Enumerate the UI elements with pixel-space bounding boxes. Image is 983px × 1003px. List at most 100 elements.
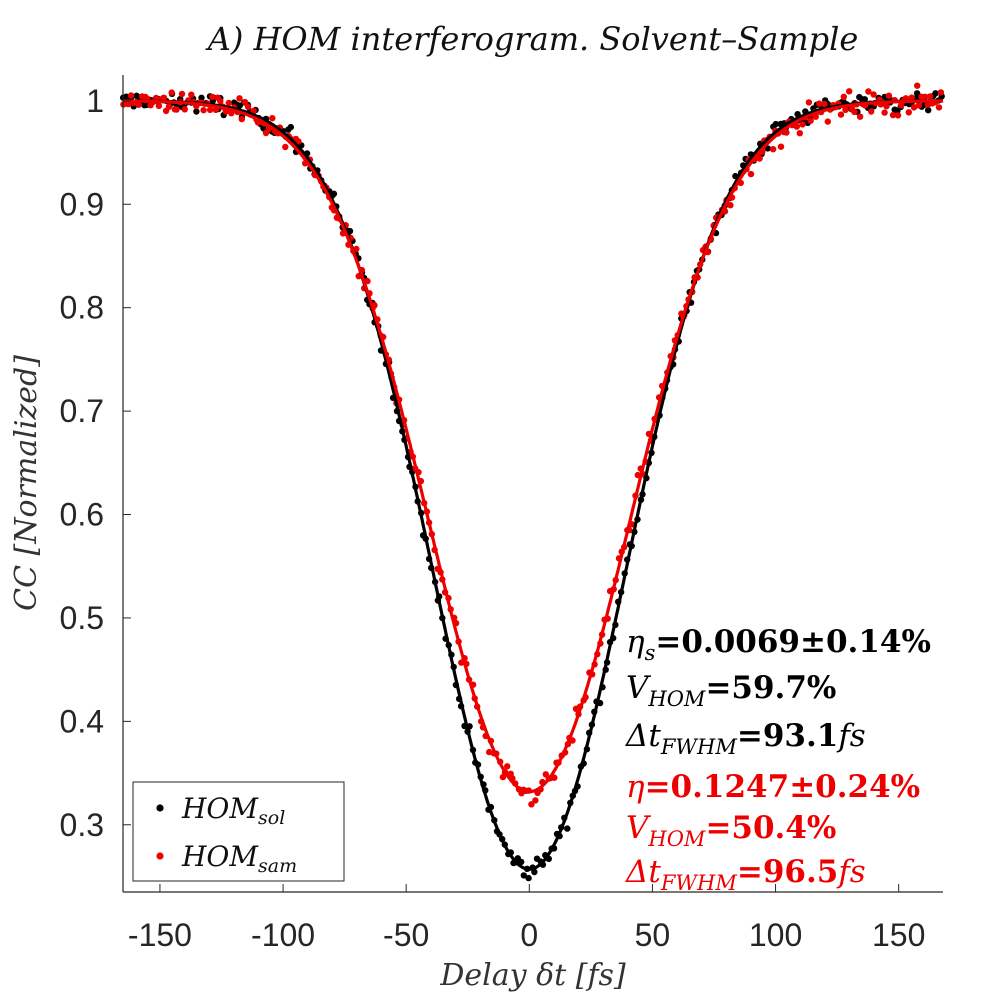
data-point — [133, 92, 140, 100]
legend-label: HOMsol — [181, 792, 285, 829]
data-point — [127, 92, 135, 99]
annotation-subscript: FWHM — [660, 735, 737, 759]
data-point — [851, 108, 858, 116]
legend-label-main: HOM — [181, 792, 259, 825]
data-point — [135, 101, 142, 108]
data-point — [883, 103, 890, 110]
data-point — [868, 108, 875, 115]
annotation-symbol: Δt — [625, 854, 661, 890]
data-point — [756, 155, 763, 162]
data-point — [188, 91, 195, 98]
data-point — [287, 123, 294, 131]
data-marks — [120, 82, 945, 882]
y-tick-label: 0.5 — [60, 600, 104, 636]
annotation-symbol: Δt — [625, 718, 661, 754]
x-tick-label: 50 — [635, 917, 671, 953]
x-tick-label: 0 — [520, 917, 538, 953]
x-axis-ticks: -150 -100 -50 0 50 100 150 — [128, 884, 925, 953]
data-point — [525, 874, 532, 882]
data-point — [821, 100, 828, 108]
y-axis-ticks: 0.3 0.4 0.5 0.6 0.7 0.8 0.9 1 — [60, 83, 131, 843]
data-point — [198, 94, 205, 102]
data-point — [168, 89, 175, 96]
data-point — [532, 797, 539, 804]
data-point — [747, 170, 755, 178]
annotation-value: =96.5 — [737, 854, 838, 890]
data-point — [908, 94, 915, 101]
x-tick-label: 100 — [749, 917, 802, 953]
y-tick-label: 0.7 — [60, 393, 104, 429]
fit-annotations: ηs=0.0069±0.14%VHOM=59.7%ΔtFWHM=93.1fsη=… — [625, 624, 931, 895]
data-point — [777, 143, 785, 150]
data-point — [885, 92, 893, 99]
data-point — [922, 93, 929, 101]
x-tick-label: -100 — [251, 917, 315, 953]
axes-lines — [122, 75, 943, 893]
annotation-line: VHOM=59.7% — [626, 670, 836, 711]
annotation-value: =0.1247±0.24% — [645, 769, 921, 805]
fit-line-HOM_sol — [123, 99, 944, 871]
y-tick-label: 0.4 — [60, 703, 104, 739]
data-point — [152, 94, 160, 102]
data-point — [178, 90, 186, 98]
y-tick-label: 0.9 — [60, 186, 104, 222]
data-point — [769, 146, 777, 153]
data-point — [209, 93, 216, 101]
data-point — [241, 98, 249, 106]
data-point — [914, 82, 921, 89]
data-point — [856, 113, 864, 120]
x-tick-label: -150 — [128, 917, 192, 953]
data-point — [897, 102, 905, 109]
annotation-unit: fs — [836, 718, 865, 754]
legend-marker — [156, 852, 164, 860]
annotation-line: ΔtFWHM=96.5fs — [625, 854, 866, 895]
annotation-value: =59.7% — [705, 670, 836, 706]
data-point — [932, 90, 939, 97]
x-axis-label: Delay δt [fs] — [439, 958, 626, 993]
x-tick-label: 150 — [872, 917, 925, 953]
data-point — [793, 123, 800, 130]
data-point — [181, 106, 188, 113]
data-point — [772, 120, 779, 128]
data-point — [486, 748, 493, 756]
legend-marker — [156, 804, 164, 812]
data-point — [805, 99, 813, 106]
data-point — [217, 98, 224, 105]
y-tick-label: 0.6 — [60, 497, 104, 533]
data-point — [173, 106, 180, 113]
chart-title: A) HOM interferogram. Solvent–Sample — [205, 20, 859, 58]
x-tick-label: -50 — [383, 917, 429, 953]
y-tick-label: 1 — [86, 83, 104, 119]
data-point — [238, 115, 245, 123]
data-point — [260, 125, 267, 132]
data-point — [910, 104, 918, 111]
data-point — [824, 118, 831, 125]
data-point — [564, 825, 571, 832]
annotation-line: ηs=0.0069±0.14% — [626, 624, 931, 665]
data-point — [330, 190, 338, 197]
data-point — [840, 93, 847, 101]
annotation-subscript: FWHM — [660, 871, 737, 895]
legend-label-main: HOM — [181, 840, 259, 873]
annotation-subscript: HOM — [647, 687, 706, 711]
data-point — [935, 104, 943, 111]
legend-label-subscript: sol — [258, 807, 285, 829]
data-point — [499, 773, 507, 781]
data-point — [837, 111, 845, 118]
annotation-line: η=0.1247±0.24% — [626, 769, 920, 805]
data-point — [807, 117, 814, 124]
annotation-symbol: V — [626, 810, 652, 846]
data-point — [905, 109, 912, 116]
data-point — [842, 106, 849, 114]
legend-label: HOMsam — [181, 840, 297, 877]
data-point — [937, 89, 945, 96]
legend-box — [132, 781, 345, 882]
data-point — [894, 112, 902, 119]
data-point — [870, 91, 877, 98]
data-point — [269, 115, 276, 122]
data-point — [865, 88, 872, 95]
data-point — [799, 121, 806, 128]
data-point — [236, 95, 243, 102]
plot-area — [123, 75, 943, 892]
